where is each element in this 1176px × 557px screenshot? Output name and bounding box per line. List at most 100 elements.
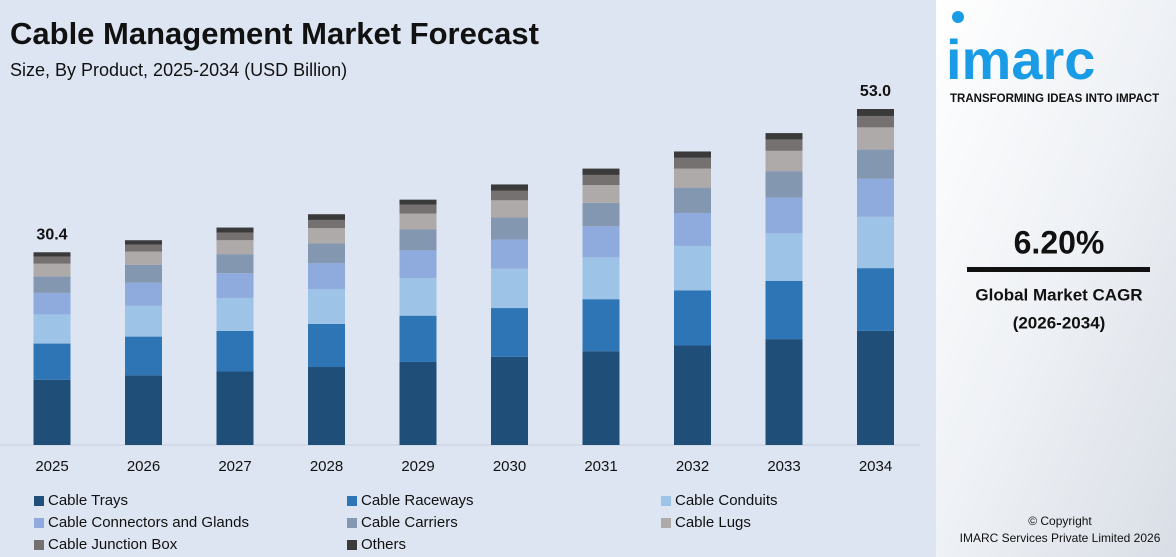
bar-segment xyxy=(308,243,345,264)
bar-segment xyxy=(125,375,162,445)
bar-segment xyxy=(399,204,437,214)
bar-segment xyxy=(125,336,162,376)
bar-segment xyxy=(491,356,528,445)
legend-swatch xyxy=(34,518,44,528)
bar-segment xyxy=(125,305,162,337)
logo-dot xyxy=(952,11,964,23)
bar-segment xyxy=(674,151,711,158)
bar-segment xyxy=(765,233,803,281)
bar-segment xyxy=(857,178,894,217)
cagr-period: (2026-2034) xyxy=(1013,313,1106,332)
x-tick-label: 2034 xyxy=(859,458,892,475)
bar-segment xyxy=(491,268,528,309)
legend-label: Cable Connectors and Glands xyxy=(48,514,249,531)
bar-segment xyxy=(399,278,437,316)
bar-segment xyxy=(491,217,528,240)
bar-segment xyxy=(491,190,528,201)
bar-segment xyxy=(765,280,803,340)
bar-segment xyxy=(582,168,620,175)
bar-segment xyxy=(125,240,162,245)
bar-segment xyxy=(491,200,528,218)
cagr-rule xyxy=(967,267,1150,272)
bar-segment xyxy=(674,345,711,445)
legend-label: Cable Carriers xyxy=(361,514,458,531)
x-tick-label: 2026 xyxy=(127,458,160,475)
bar-segment xyxy=(674,168,711,188)
bar-segment xyxy=(765,133,803,140)
bar-segment xyxy=(582,202,620,227)
legend-label: Cable Lugs xyxy=(675,514,751,531)
bar-segment xyxy=(33,343,71,380)
bar-segment xyxy=(308,367,345,445)
bar-segment xyxy=(216,297,254,331)
bar-segment xyxy=(491,308,528,357)
company: IMARC Services Private Limited 2026 xyxy=(960,531,1161,545)
bar-segment xyxy=(857,268,894,331)
bar-segment xyxy=(857,109,894,116)
logo: imarc xyxy=(946,28,1095,91)
cagr-value: 6.20% xyxy=(1014,224,1105,260)
legend-swatch xyxy=(661,496,671,506)
bar-segment xyxy=(399,361,437,445)
chart-subtitle: Size, By Product, 2025-2034 (USD Billion… xyxy=(10,60,347,80)
x-tick-label: 2033 xyxy=(767,458,800,475)
bar-segment xyxy=(674,157,711,169)
bar-segment xyxy=(33,256,71,264)
bar-segment xyxy=(582,226,620,258)
bar-segment xyxy=(308,214,345,220)
bar-segment xyxy=(765,171,803,198)
bar-segment xyxy=(674,187,711,213)
bar-segment xyxy=(216,227,254,233)
bar-segment xyxy=(216,240,254,255)
legend-swatch xyxy=(34,496,44,506)
bar-segment xyxy=(125,264,162,283)
legend-label: Cable Junction Box xyxy=(48,536,178,553)
legend-label: Others xyxy=(361,536,406,553)
legend-label: Cable Trays xyxy=(48,492,128,509)
total-label: 53.0 xyxy=(860,83,891,100)
bar-segment xyxy=(33,263,71,277)
x-tick-label: 2025 xyxy=(35,458,68,475)
legend-label: Cable Conduits xyxy=(675,492,778,509)
bar-segment xyxy=(216,254,254,274)
bar-segment xyxy=(33,292,71,315)
x-tick-label: 2031 xyxy=(584,458,617,475)
bar-segment xyxy=(399,315,437,362)
bar-segment xyxy=(216,371,254,445)
bar-segment xyxy=(399,229,437,251)
bar-segment xyxy=(765,197,803,234)
bar-segment xyxy=(857,127,894,150)
bar-segment xyxy=(674,212,711,246)
bar-segment xyxy=(33,276,71,293)
bar-segment xyxy=(765,339,803,445)
bar-segment xyxy=(582,299,620,352)
bar-segment xyxy=(216,273,254,298)
bar-segment xyxy=(125,251,162,265)
bar-segment xyxy=(399,213,437,230)
legend-label: Cable Raceways xyxy=(361,492,474,509)
bar-segment xyxy=(308,228,345,244)
bar-segment xyxy=(33,314,71,344)
bar-segment xyxy=(308,219,345,229)
bar-segment xyxy=(125,244,162,252)
bar-segment xyxy=(582,185,620,203)
bar-segment xyxy=(582,257,620,300)
cagr-label: Global Market CAGR xyxy=(975,285,1142,304)
tagline: TRANSFORMING IDEAS INTO IMPACT xyxy=(950,93,1159,105)
bar-segment xyxy=(216,330,254,372)
bar-segment xyxy=(399,199,437,205)
bar-segment xyxy=(857,216,894,269)
bar-segment xyxy=(125,282,162,306)
bar-segment xyxy=(491,239,528,269)
x-tick-label: 2027 xyxy=(218,458,251,475)
sidebar-background xyxy=(936,0,1176,557)
bar-segment xyxy=(857,330,894,445)
bar-segment xyxy=(765,150,803,172)
bar-segment xyxy=(857,115,894,128)
bar-segment xyxy=(582,174,620,186)
bar-segment xyxy=(399,250,437,279)
bar-segment xyxy=(308,323,345,368)
copyright: © Copyright xyxy=(1028,514,1092,528)
bar-segment xyxy=(216,232,254,241)
